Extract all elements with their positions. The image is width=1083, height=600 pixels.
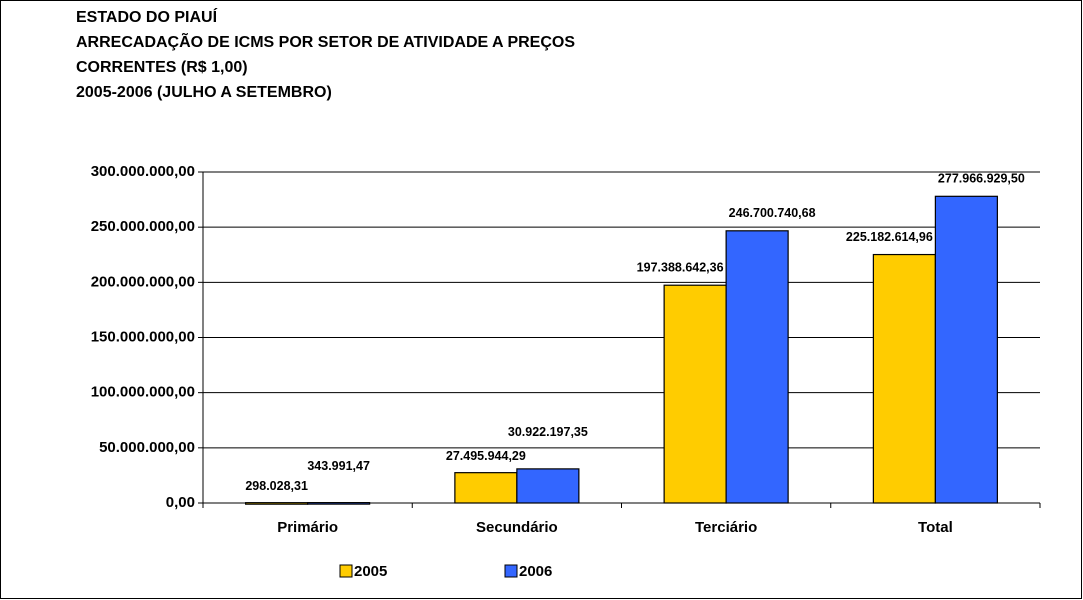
bar	[245, 502, 309, 505]
legend-label: 2005	[354, 563, 387, 580]
value-label: 277.966.929,50	[938, 172, 1025, 186]
value-label: 246.700.740,68	[729, 206, 816, 220]
x-tick-label: Primário	[277, 519, 338, 536]
chart-title: ARRECADAÇÃO DE ICMS POR SETOR DE ATIVIDA…	[76, 31, 575, 51]
bar	[307, 502, 371, 505]
value-label: 197.388.642,36	[637, 261, 724, 275]
value-label: 30.922.197,35	[508, 425, 588, 439]
bar	[663, 284, 727, 504]
y-tick-label: 200.000.000,00	[91, 273, 195, 290]
bar	[872, 253, 936, 504]
legend-swatch	[504, 564, 518, 578]
legend-swatch	[339, 564, 353, 578]
legend-label: 2006	[519, 563, 552, 580]
value-label: 343.991,47	[307, 459, 370, 473]
y-tick-label: 100.000.000,00	[91, 384, 195, 401]
y-tick-label: 0,00	[166, 494, 195, 511]
x-tick-label: Secundário	[476, 519, 558, 536]
y-tick-label: 300.000.000,00	[91, 163, 195, 180]
bar	[725, 230, 789, 504]
y-tick-label: 150.000.000,00	[91, 328, 195, 345]
y-tick-label: 250.000.000,00	[91, 218, 195, 235]
chart-title: CORRENTES (R$ 1,00)	[76, 59, 248, 76]
x-tick-label: Terciário	[695, 519, 757, 536]
chart-title: ESTADO DO PIAUÍ	[76, 7, 218, 26]
bar	[934, 195, 998, 504]
bar	[454, 472, 518, 504]
y-tick-label: 50.000.000,00	[99, 439, 195, 456]
chart-title: 2005-2006 (JULHO A SETEMBRO)	[76, 84, 332, 101]
value-label: 298.028,31	[245, 479, 308, 493]
x-tick-label: Total	[918, 519, 953, 536]
value-label: 27.495.944,29	[446, 449, 526, 463]
bar	[516, 468, 580, 504]
value-label: 225.182.614,96	[846, 230, 933, 244]
